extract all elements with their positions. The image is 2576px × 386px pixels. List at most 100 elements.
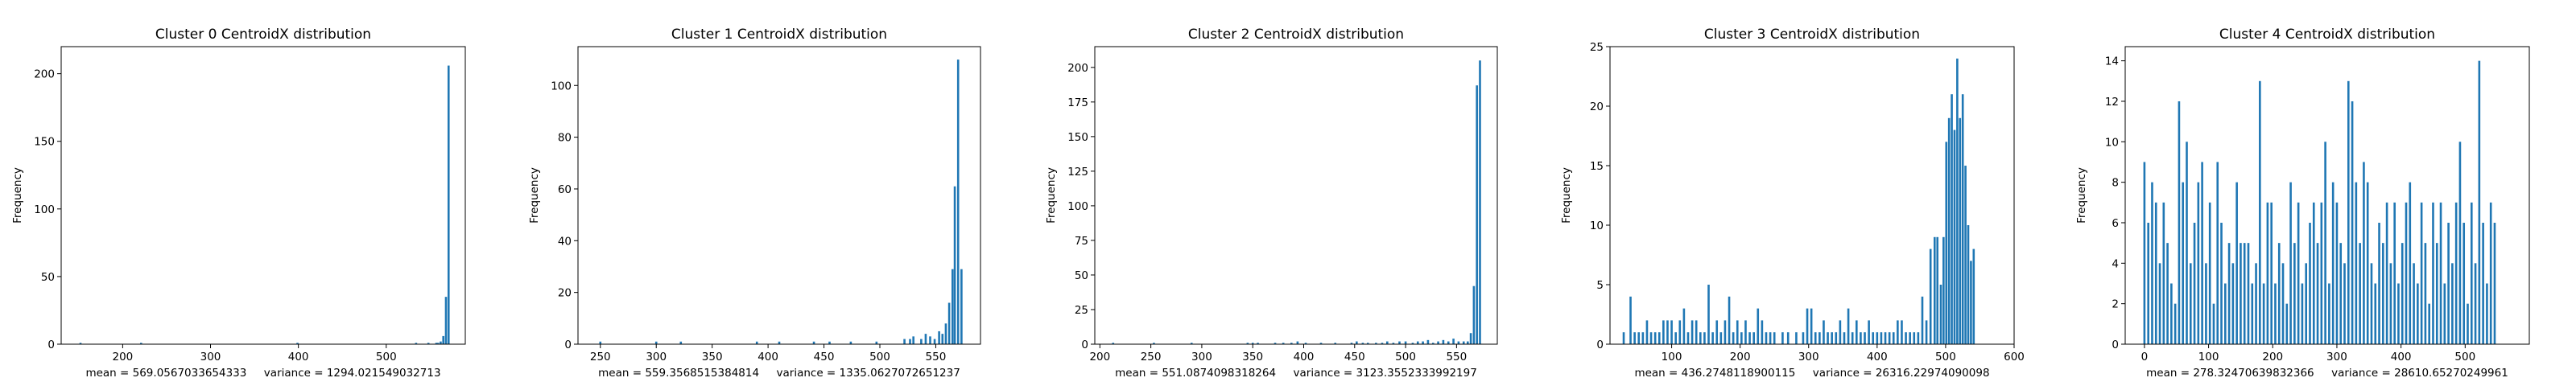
- y-tick-label: 0: [1081, 339, 1088, 351]
- histogram-bar: [1740, 332, 1743, 344]
- histogram-bar: [2462, 222, 2466, 344]
- histogram-bar: [929, 336, 931, 344]
- histogram-bar: [1961, 94, 1964, 344]
- x-axis-label: mean = 551.0874098318264 variance = 3123…: [1115, 367, 1477, 380]
- histogram-bar: [951, 269, 954, 344]
- histogram-bar: [2458, 142, 2462, 344]
- histogram-bar: [1909, 332, 1911, 344]
- x-tick-label: 300: [200, 351, 221, 363]
- y-tick-label: 25: [1590, 41, 1604, 54]
- y-tick-label: 200: [34, 68, 55, 81]
- histogram-bar: [2235, 182, 2238, 344]
- x-tick-label: 400: [288, 351, 309, 363]
- y-tick-label: 75: [1075, 235, 1088, 248]
- histogram-bar: [1686, 332, 1690, 344]
- x-tick-label: 400: [758, 351, 778, 363]
- histogram-bar: [2467, 303, 2469, 344]
- histogram-bar: [1818, 332, 1821, 344]
- histogram-bar: [956, 60, 960, 344]
- histogram-bar: [2347, 80, 2350, 344]
- histogram-bar: [2154, 202, 2157, 344]
- histogram-bar: [2197, 182, 2200, 344]
- histogram-bar: [1653, 332, 1657, 344]
- histogram-bar: [1637, 332, 1641, 344]
- histogram-bar: [1921, 296, 1924, 344]
- chart-panel-1: 250 300 350 400 450 500 550 0 20 40 60 80 100 Cluster…: [528, 27, 981, 380]
- y-tick-label: 100: [1067, 200, 1088, 213]
- histogram-bar: [1719, 332, 1723, 344]
- axes-frame: [1609, 46, 2015, 345]
- y-tick-label: 4: [2112, 257, 2119, 270]
- chart-title: Cluster 2 CentroidX distribution: [1188, 27, 1404, 43]
- histogram-bar: [1442, 339, 1445, 344]
- histogram-bar: [1112, 343, 1115, 344]
- histogram-bar: [1934, 236, 1936, 344]
- histogram-bar: [1699, 332, 1702, 344]
- histogram-bar: [1381, 343, 1384, 344]
- histogram-bar: [2374, 283, 2377, 344]
- x-tick-label: 500: [1935, 351, 1956, 363]
- x-tick-label: 400: [1294, 351, 1315, 363]
- histogram-bar: [1917, 332, 1920, 344]
- histogram-bar: [2355, 182, 2358, 344]
- x-tick-label: 350: [702, 351, 723, 363]
- histogram-bar: [2186, 142, 2188, 344]
- histogram-bar: [1334, 343, 1337, 344]
- histogram-bar: [1781, 332, 1784, 344]
- histogram-bar: [2166, 243, 2169, 344]
- histogram-bar: [2243, 243, 2246, 344]
- histogram-bar: [140, 343, 142, 344]
- y-tick-label: 20: [558, 287, 572, 300]
- histogram-bar: [2324, 142, 2326, 344]
- histogram-bar: [1942, 236, 1945, 344]
- histogram-bar: [1361, 343, 1364, 344]
- x-tick-label: 550: [1446, 351, 1467, 363]
- histogram-bar: [1876, 332, 1879, 344]
- histogram-bar: [2331, 182, 2334, 344]
- histogram-bar: [1657, 332, 1661, 344]
- histogram-bar: [1872, 332, 1875, 344]
- histogram-bar: [2178, 101, 2181, 345]
- axes-frame: [60, 46, 466, 345]
- histogram-bar: [2182, 182, 2185, 344]
- x-axis-label: mean = 559.3568515384814 variance = 1335…: [598, 367, 960, 380]
- x-tick-label: 250: [590, 351, 611, 363]
- y-tick-label: 125: [1067, 166, 1088, 179]
- histogram-bar: [1761, 320, 1764, 344]
- histogram-bar: [849, 341, 852, 344]
- histogram-bar: [1666, 320, 1669, 344]
- histogram-bar: [415, 343, 418, 344]
- x-axis-label: mean = 436.2748118900115 variance = 2631…: [1634, 367, 1989, 380]
- histogram-bar: [944, 323, 947, 344]
- histogram-bar: [1901, 320, 1903, 344]
- histogram-bar: [1452, 339, 1455, 344]
- histogram-bar: [1304, 343, 1307, 344]
- y-axis-label: Frequency: [1560, 167, 1573, 224]
- y-axis-label: Frequency: [1045, 167, 1058, 224]
- histogram-bar: [1929, 248, 1932, 344]
- x-tick-label: 500: [2454, 351, 2475, 363]
- histogram-bar: [2447, 222, 2450, 344]
- histogram-bar: [1479, 60, 1481, 345]
- histogram-bar: [1851, 332, 1854, 344]
- histogram-bar: [2474, 263, 2477, 344]
- axes-frame: [1094, 46, 1498, 345]
- histogram-bar: [2205, 263, 2207, 344]
- histogram-bar: [1835, 332, 1838, 344]
- y-tick-label: 10: [1590, 220, 1604, 232]
- histogram-bar: [1356, 341, 1358, 344]
- histogram-bar: [2393, 202, 2396, 344]
- histogram-bar: [1190, 343, 1193, 344]
- histogram-bar: [1674, 332, 1677, 344]
- histogram-bar: [1773, 332, 1776, 344]
- histogram-bar: [2285, 303, 2289, 344]
- histogram-bar: [2339, 243, 2343, 344]
- histogram-bar: [1831, 332, 1833, 344]
- x-tick-label: 550: [926, 351, 947, 363]
- x-tick-label: 300: [2326, 351, 2347, 363]
- histogram-bar: [2389, 263, 2392, 344]
- histogram-bar: [599, 341, 602, 344]
- chart-title: Cluster 4 CentroidX distribution: [2219, 27, 2435, 43]
- histogram-bar: [1670, 320, 1673, 344]
